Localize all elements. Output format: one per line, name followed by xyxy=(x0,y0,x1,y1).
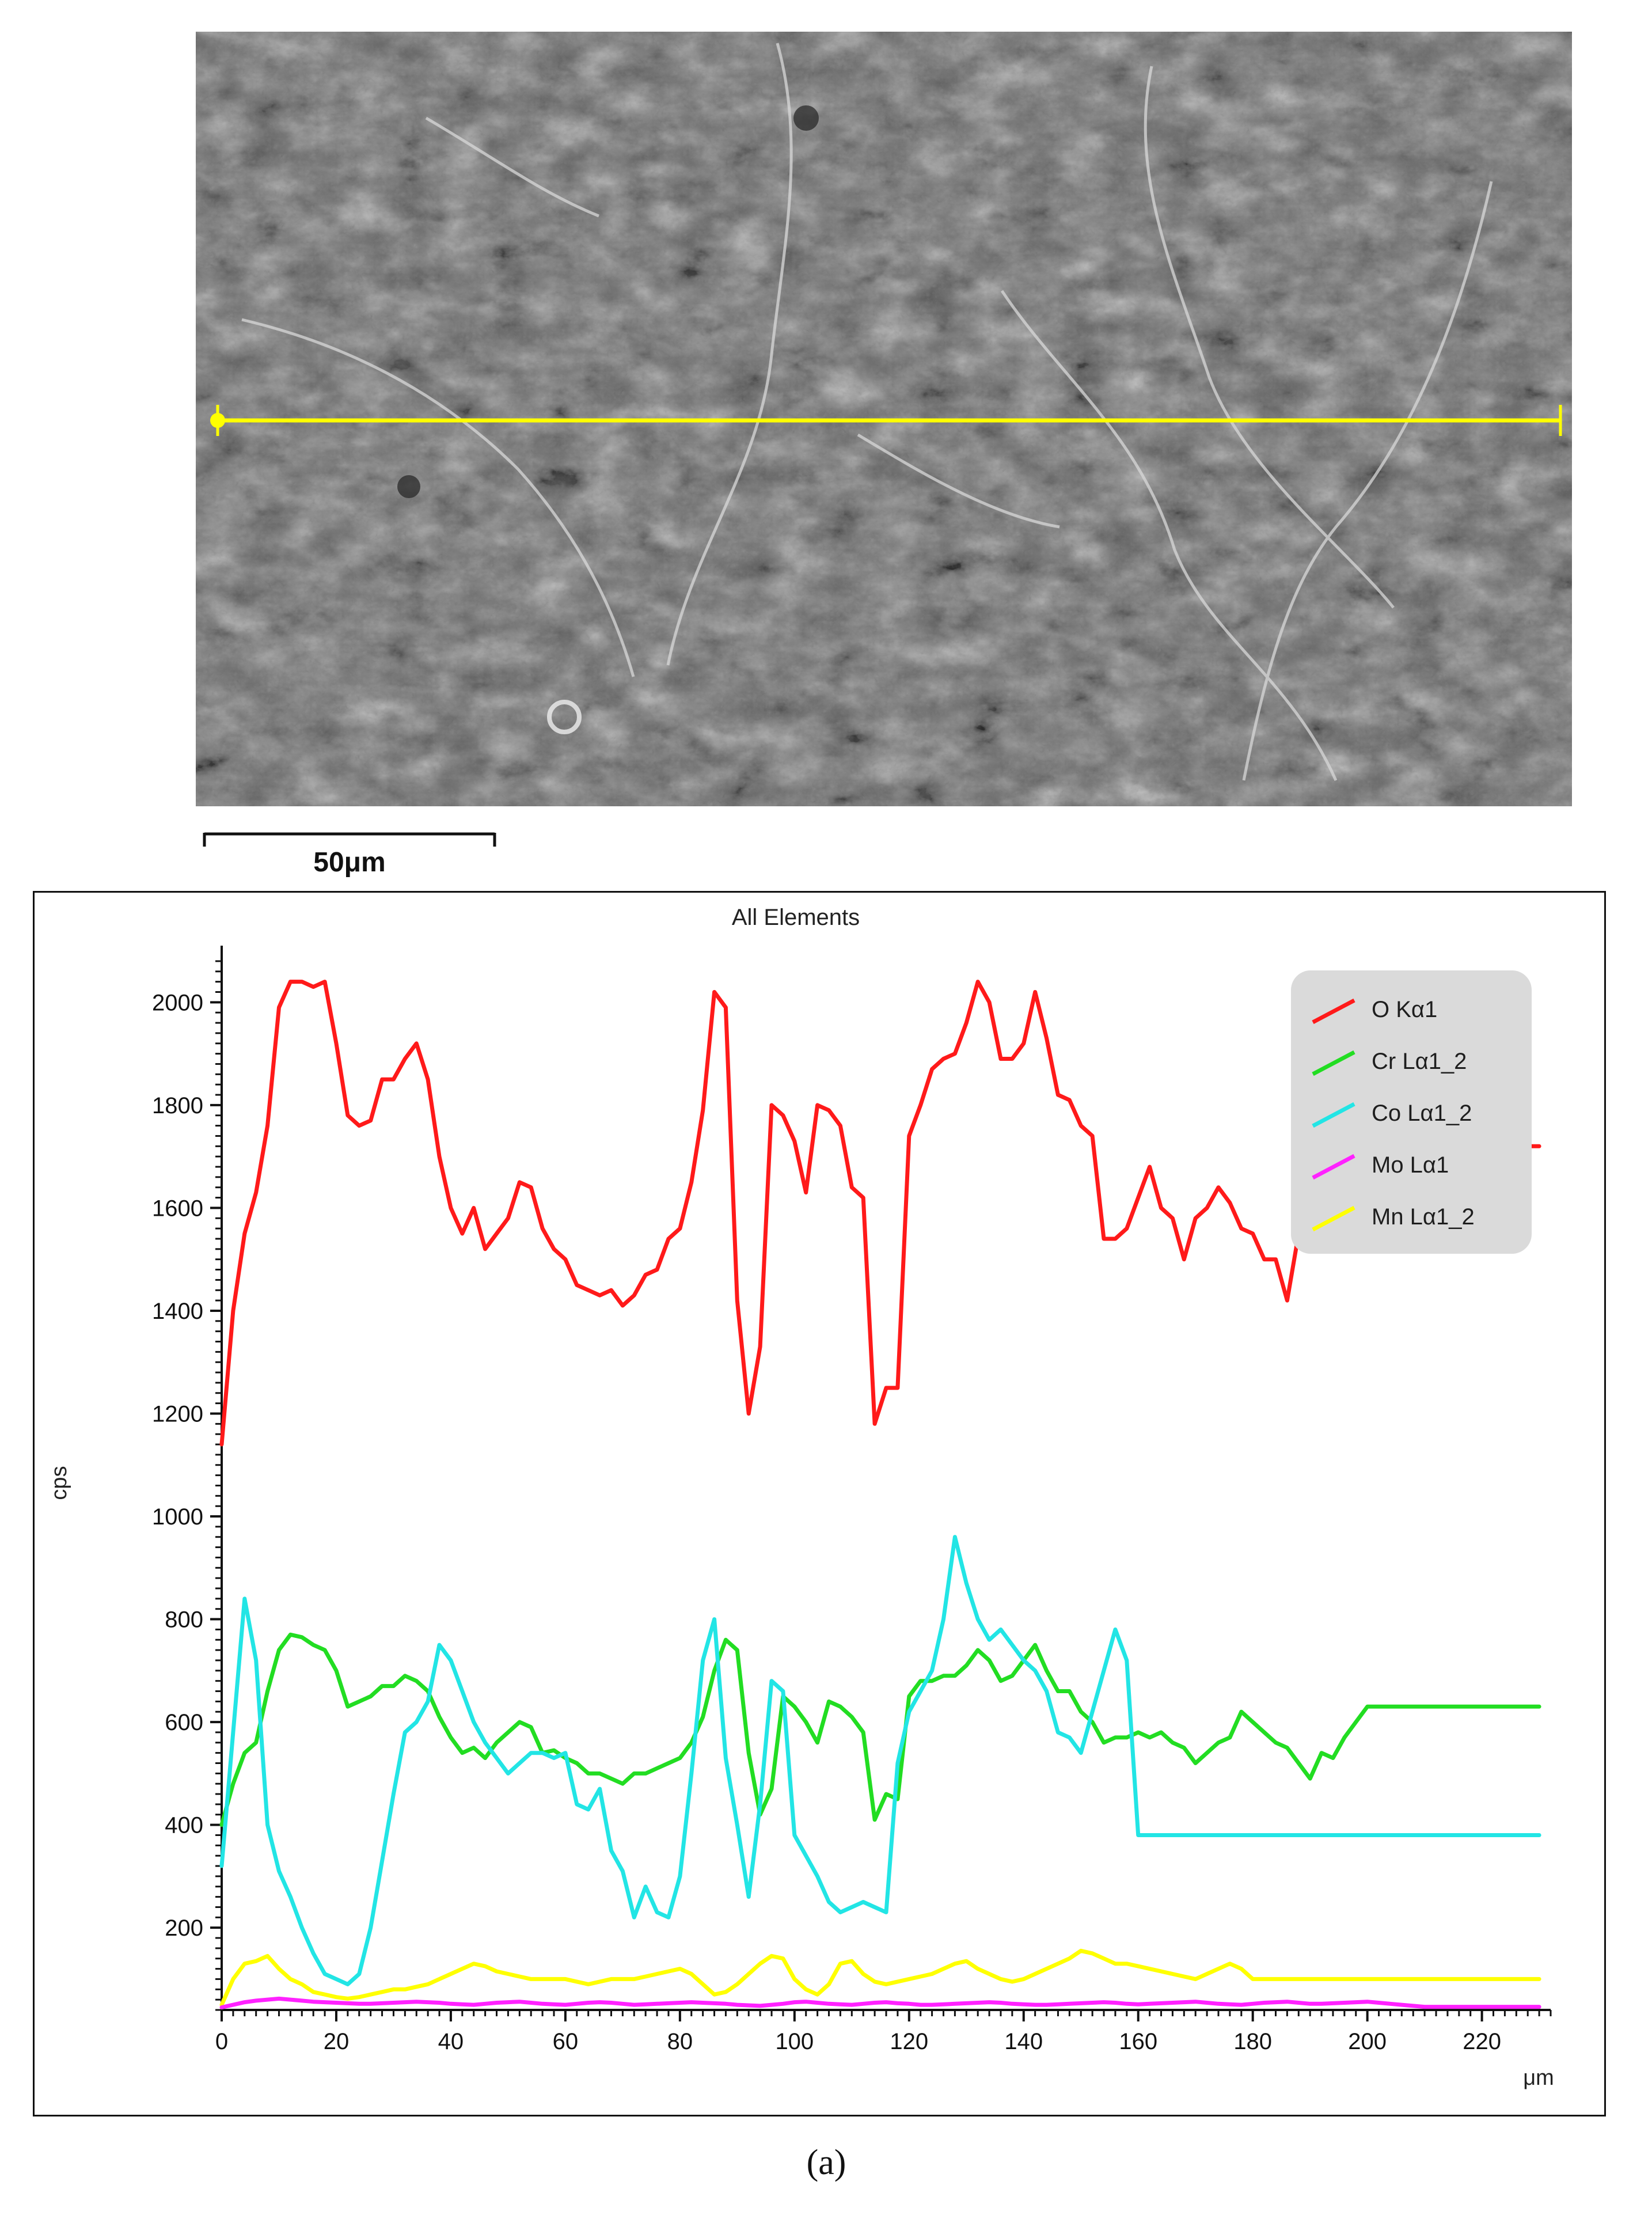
legend-label-o-ka1: O Kα1 xyxy=(1372,997,1438,1022)
y-tick-label: 2000 xyxy=(152,990,203,1015)
y-tick-label: 1200 xyxy=(152,1401,203,1427)
x-tick-label: 80 xyxy=(667,2029,693,2054)
y-tick-label: 400 xyxy=(165,1813,203,1838)
y-tick-label: 1600 xyxy=(152,1196,203,1221)
y-tick-label: 800 xyxy=(165,1607,203,1633)
legend-swatch-co-la1-2 xyxy=(1312,1102,1355,1128)
y-tick-label: 1800 xyxy=(152,1093,203,1118)
legend-swatch-mo-la1 xyxy=(1312,1154,1355,1180)
y-tick-label: 1000 xyxy=(152,1504,203,1530)
linescan-chart-frame xyxy=(33,891,1606,2116)
scale-bar-label: 50μm xyxy=(313,847,386,878)
panel-caption: (a) xyxy=(806,2143,846,2182)
sem-micrograph-image xyxy=(196,32,1572,806)
y-axis-label: cps xyxy=(47,1466,71,1500)
legend-label-mo-la1: Mo Lα1 xyxy=(1372,1152,1449,1178)
legend-swatch-cr-la1-2 xyxy=(1312,1050,1355,1076)
line-scan-path xyxy=(210,405,1562,436)
legend-item-co-la1-2: Co Lα1_2 xyxy=(1291,1096,1532,1136)
legend-label-cr-la1-2: Cr Lα1_2 xyxy=(1372,1049,1467,1074)
legend-item-cr-la1-2: Cr Lα1_2 xyxy=(1291,1044,1532,1084)
y-tick-label: 1400 xyxy=(152,1299,203,1324)
x-tick-label: 100 xyxy=(775,2029,814,2054)
legend-item-mn-la1-2: Mn Lα1_2 xyxy=(1291,1200,1532,1240)
legend-label-mn-la1-2: Mn Lα1_2 xyxy=(1372,1204,1475,1230)
scale-bar: 50μm xyxy=(203,829,496,881)
legend-swatch-mn-la1-2 xyxy=(1312,1205,1355,1232)
y-tick-label: 600 xyxy=(165,1710,203,1735)
x-tick-label: 40 xyxy=(438,2029,464,2054)
x-tick-label: 160 xyxy=(1119,2029,1157,2054)
chart-legend: O Kα1 Cr Lα1_2 Co Lα1_2 Mo Lα1 Mn Lα1_2 xyxy=(1291,970,1532,1254)
series-line-co-l-1-2 xyxy=(219,1535,1541,1986)
legend-item-o-ka1: O Kα1 xyxy=(1291,992,1532,1033)
x-tick-label: 180 xyxy=(1233,2029,1272,2054)
x-tick-label: 60 xyxy=(553,2029,579,2054)
sem-micrograph xyxy=(196,32,1572,806)
x-tick-label: 200 xyxy=(1348,2029,1387,2054)
legend-label-co-la1-2: Co Lα1_2 xyxy=(1372,1101,1472,1126)
x-tick-label: 220 xyxy=(1463,2029,1501,2054)
x-tick-label: 0 xyxy=(215,2029,228,2054)
y-tick-label: 200 xyxy=(165,1915,203,1941)
x-tick-label: 120 xyxy=(890,2029,928,2054)
legend-swatch-o-ka1 xyxy=(1312,998,1355,1025)
line-scan-start-marker xyxy=(210,413,225,428)
series-line-mo-l-1 xyxy=(219,1996,1541,2009)
x-tick-label: 20 xyxy=(324,2029,350,2054)
series-line-cr-l-1-2 xyxy=(219,1632,1541,1827)
series-line-mn-l-1-2 xyxy=(219,1948,1541,2007)
legend-item-mo-la1: Mo Lα1 xyxy=(1291,1148,1532,1188)
x-axis-label: μm xyxy=(1523,2066,1554,2090)
chart-title: All Elements xyxy=(732,905,860,930)
x-tick-label: 140 xyxy=(1004,2029,1043,2054)
